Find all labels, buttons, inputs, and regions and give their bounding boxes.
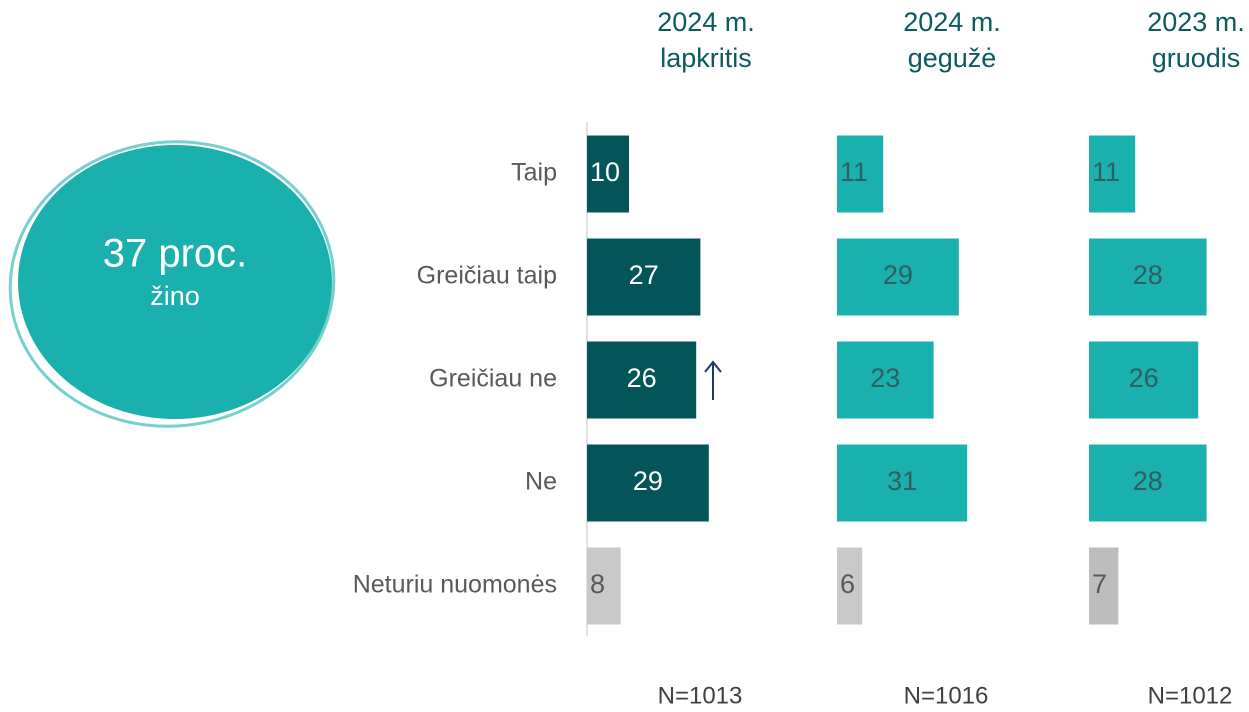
series-title: gegužė xyxy=(908,43,997,73)
value-label: 7 xyxy=(1092,569,1107,599)
value-label: 23 xyxy=(870,363,900,393)
value-label: 11 xyxy=(840,157,868,187)
value-label: 27 xyxy=(629,260,659,290)
value-label: 11 xyxy=(1092,157,1120,187)
value-label: 29 xyxy=(633,466,663,496)
value-label: 29 xyxy=(883,260,913,290)
series-title: gruodis xyxy=(1152,43,1241,73)
category-label: Greičiau taip xyxy=(417,262,557,290)
category-label: Taip xyxy=(511,159,557,187)
category-label: Ne xyxy=(525,468,557,496)
sample-size: N=1012 xyxy=(1148,682,1233,709)
category-label: Neturiu nuomonės xyxy=(353,571,557,599)
significance-arrow xyxy=(705,362,721,400)
category-label: Greičiau ne xyxy=(429,365,557,393)
badge: 37 proc. žino xyxy=(0,126,348,442)
value-label: 28 xyxy=(1133,466,1163,496)
value-label: 6 xyxy=(840,569,855,599)
chart: 37 proc. žino Taip Greičiau taip Greičiau … xyxy=(0,0,1249,712)
series-title: 2024 m. xyxy=(903,7,1001,37)
value-label: 10 xyxy=(590,157,620,187)
series-title: lapkritis xyxy=(660,43,752,73)
value-label: 28 xyxy=(1133,260,1163,290)
sample-size: N=1016 xyxy=(904,682,989,709)
value-label: 26 xyxy=(1129,363,1159,393)
value-label: 8 xyxy=(590,569,605,599)
value-label: 26 xyxy=(627,363,657,393)
badge-subtitle: žino xyxy=(150,281,200,311)
sample-size: N=1013 xyxy=(658,682,743,709)
badge-title: 37 proc. xyxy=(103,232,248,276)
value-label: 31 xyxy=(887,466,917,496)
series-title: 2023 m. xyxy=(1147,7,1245,37)
series-title: 2024 m. xyxy=(657,7,755,37)
